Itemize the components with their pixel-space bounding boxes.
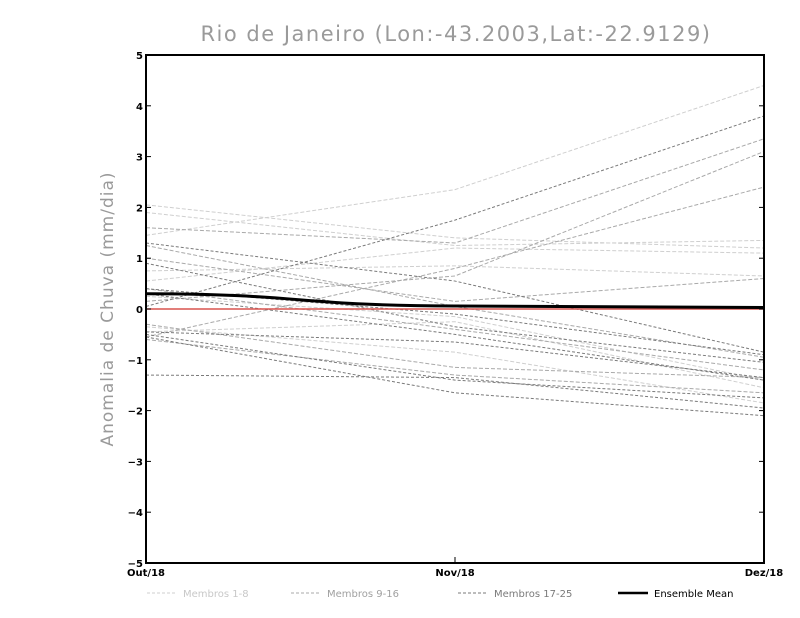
y-tick-label: 1 [136, 254, 143, 265]
member-series-line-8 [145, 295, 765, 381]
y-tick-label: 0 [136, 305, 143, 316]
member-series-line-21 [145, 331, 765, 379]
member-series-line-13 [145, 288, 765, 371]
member-series-line-6 [145, 326, 765, 404]
member-series-line-18 [145, 242, 765, 353]
member-series-line-7 [145, 321, 765, 389]
y-tick-label: −2 [128, 407, 143, 418]
y-tick-label: 4 [136, 102, 143, 113]
ensemble-mean-line [145, 292, 765, 309]
x-tick-label: Dez/18 [745, 568, 784, 579]
legend: Membros 1-8 Membros 9-16 Membros 17-25 Ense… [147, 589, 733, 600]
member-series-line-16 [145, 338, 765, 394]
member-series-line-9 [145, 138, 765, 244]
y-axis-label: Anomalia de Chuva (mm/dia) [98, 171, 118, 446]
y-tick-label: −5 [128, 559, 143, 570]
member-series-line-17 [145, 115, 765, 307]
x-tick-label: Out/18 [127, 568, 165, 579]
member-series-line-25 [145, 288, 765, 356]
series-layer [145, 85, 765, 417]
y-tick-label: 2 [136, 203, 143, 214]
member-series-line-3 [145, 85, 765, 236]
member-series-line-12 [145, 186, 765, 338]
ensemble-mean-layer [145, 292, 765, 309]
x-tick-label: Nov/18 [435, 568, 474, 579]
member-series-line-14 [145, 323, 765, 379]
member-series-line-5 [145, 247, 765, 282]
y-tick-label: −1 [128, 356, 143, 367]
member-series-line-1 [145, 204, 765, 249]
member-series-line-22 [145, 333, 765, 399]
legend-label: Membros 17-25 [494, 589, 572, 600]
y-tick-label: 5 [136, 51, 143, 62]
chart-title: Rio de Janeiro (Lon:-43.2003,Lat:-22.912… [200, 22, 711, 46]
legend-label: Membros 9-16 [327, 589, 399, 600]
member-series-line-2 [145, 211, 765, 247]
member-series-line-4 [145, 265, 765, 277]
member-series-line-19 [145, 262, 765, 363]
member-series-line-24 [145, 336, 765, 417]
member-series-line-11 [145, 151, 765, 302]
y-tick-label: −3 [128, 457, 143, 468]
y-tick-label: 3 [136, 153, 143, 164]
member-series-line-23 [145, 374, 765, 409]
legend-label: Ensemble Mean [654, 589, 733, 600]
y-tick-label: −4 [128, 508, 143, 519]
y-axis-ticks: −5 −4 −3 −2 −1 0 1 2 3 4 5 [128, 51, 764, 570]
member-series-line-15 [145, 257, 765, 302]
legend-label: Membros 1-8 [183, 589, 249, 600]
member-series-line-20 [145, 293, 765, 381]
x-axis-ticks: Out/18 Nov/18 Dez/18 [127, 557, 783, 579]
